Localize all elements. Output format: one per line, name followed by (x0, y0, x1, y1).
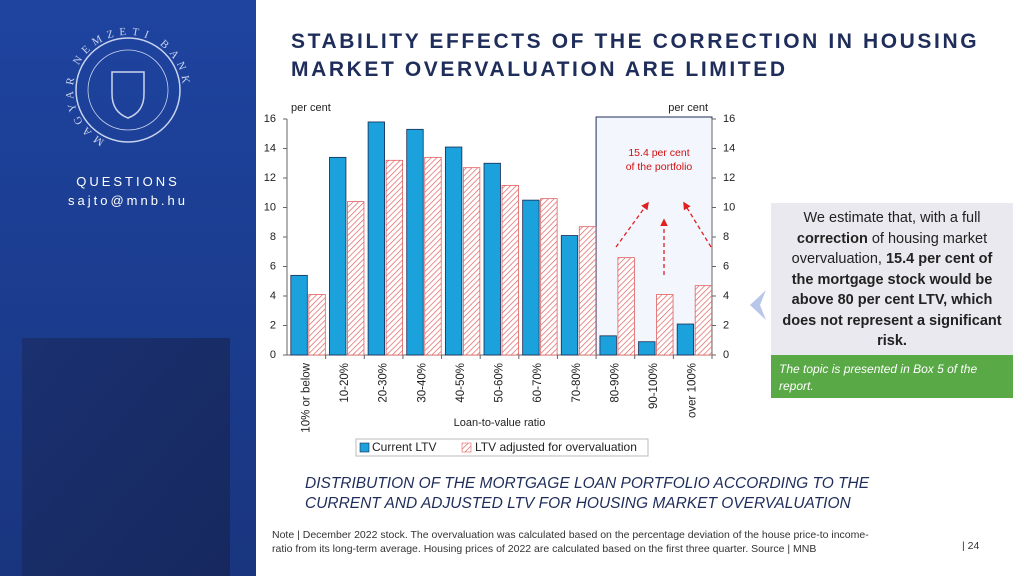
y2-axis-label: per cent (668, 102, 708, 114)
bar (444, 146, 463, 356)
callout-text: correction (796, 230, 868, 247)
y2-tick-label: 6 (723, 260, 729, 272)
bar (308, 294, 326, 356)
legend-label: LTV adjusted for overvaluation (475, 440, 637, 454)
x-tick-label: 30-40% (416, 363, 428, 403)
bar (424, 156, 442, 356)
x-tick-label: 40-50% (455, 363, 467, 403)
y-tick-label: 14 (264, 142, 276, 154)
bar (578, 226, 597, 356)
y2-tick-label: 8 (723, 231, 729, 243)
chart: 0 2 4 6 8 10 12 14 16 0 2 4 6 8 10 12 14 16 per cent per ce… (264, 102, 735, 457)
chart-caption: DISTRIBUTION OF THE MORTGAGE LOAN PORTFO… (305, 475, 870, 512)
sidebar-panel (22, 338, 230, 576)
y-tick-label: 10 (264, 201, 276, 213)
annotation-arrow (615, 201, 649, 248)
legend-box (355, 438, 649, 457)
x-tick-label: 50-60% (494, 363, 506, 403)
y-tick-label: 2 (270, 319, 276, 331)
y2-tick-label: 14 (723, 142, 735, 154)
y2-tick-label: 0 (723, 349, 729, 361)
y-tick-label: 16 (264, 113, 276, 125)
bar (656, 294, 674, 356)
callout-text: 15.4 per cent of the mortgage stock woul… (782, 251, 1002, 349)
bar (676, 323, 695, 356)
bar (694, 285, 713, 356)
highlight-box (595, 116, 713, 356)
bar (501, 184, 519, 356)
bar (540, 198, 558, 356)
y2-tick-label: 4 (723, 290, 729, 302)
questions: QUESTIONS (76, 174, 180, 189)
bar (406, 128, 424, 356)
contact: QUESTIONS sajto@mnb.hu (0, 172, 256, 210)
bar (522, 199, 540, 356)
callout-text: of housing market overvaluation, (791, 230, 988, 268)
x-axis-label: Loan-to-value ratio (454, 417, 546, 429)
annotation: 15.4 per cent of the portfolio (625, 147, 693, 173)
x-tick-label: 60-70% (532, 363, 544, 403)
x-tick-label: 10-20% (339, 363, 351, 403)
y-tick-label: 12 (264, 172, 276, 184)
logo-emblem (111, 71, 145, 119)
annotation-arrow (683, 201, 712, 248)
note: Note | December 2022 stock. The overvalu… (272, 529, 869, 555)
bar (329, 156, 347, 356)
bar (367, 121, 385, 356)
bar (560, 235, 579, 356)
bar (599, 335, 617, 356)
bar (385, 159, 403, 356)
bar (462, 167, 481, 356)
y-tick-label: 6 (270, 260, 276, 272)
callout: We estimate that, with a full correction… (771, 203, 1013, 355)
y-axis-label: per cent (291, 102, 331, 114)
logo-ring (75, 37, 181, 143)
x-tick-label: 90-100% (648, 363, 660, 409)
bar (617, 257, 635, 356)
x-tick-label: 20-30% (378, 363, 390, 403)
y2-tick-label: 12 (723, 172, 735, 184)
bar (483, 162, 501, 356)
bar (638, 341, 656, 356)
y-tick-label: 4 (270, 290, 276, 302)
page-number: | 24 (962, 540, 980, 552)
y2-tick-label: 2 (723, 319, 729, 331)
logo-ring (87, 49, 169, 131)
x-tick-label: 10% or below (300, 362, 312, 432)
y2-tick-label: 16 (723, 113, 735, 125)
x-tick-label: 70-80% (571, 363, 583, 403)
footnote-box: The topic is presented in Box 5 of the r… (771, 355, 1013, 398)
x-tick-label: over 100% (687, 363, 699, 418)
y-tick-label: 0 (270, 349, 276, 361)
callout-text: We estimate that, with a full (803, 210, 981, 226)
bar (290, 274, 308, 356)
email[interactable]: sajto@mnb.hu (67, 193, 189, 208)
legend-label: Current LTV (372, 440, 436, 454)
slide-title: STABILITY EFFECTS OF THE CORRECTION IN H… (291, 30, 980, 81)
x-tick-label: 80-90% (609, 363, 621, 403)
y2-tick-label: 10 (723, 201, 735, 213)
pointer-arrow (750, 290, 766, 320)
legend-swatch (461, 442, 472, 453)
y-tick-label: 8 (270, 231, 276, 243)
legend-swatch (359, 442, 370, 453)
bar (347, 201, 365, 356)
